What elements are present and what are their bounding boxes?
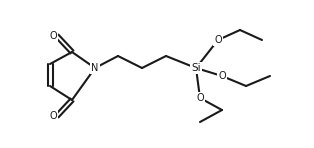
Text: O: O — [49, 111, 57, 121]
Text: O: O — [218, 71, 226, 81]
Text: Si: Si — [191, 63, 201, 73]
Text: N: N — [91, 63, 99, 73]
Text: O: O — [196, 93, 204, 103]
Text: O: O — [49, 31, 57, 41]
Text: O: O — [214, 35, 222, 45]
